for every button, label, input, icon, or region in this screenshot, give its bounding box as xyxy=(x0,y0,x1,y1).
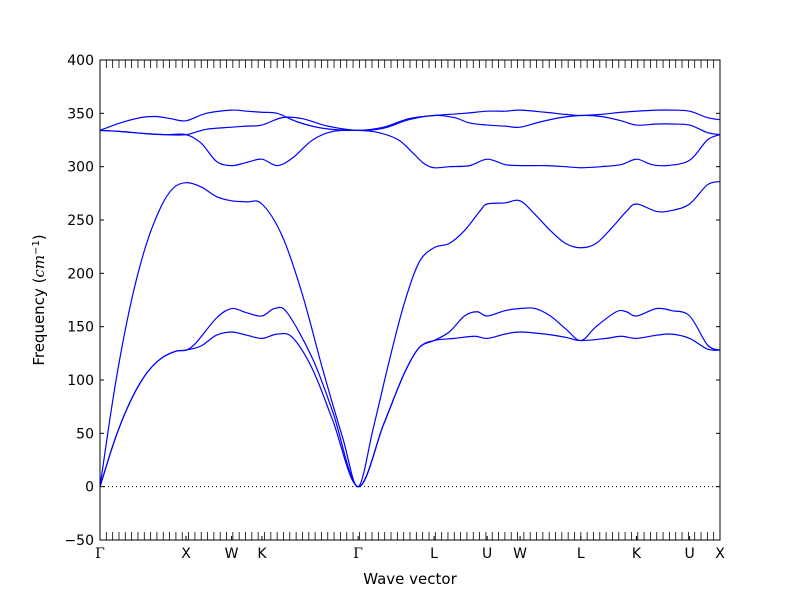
band-line-6 xyxy=(99,109,721,132)
y-axis-label-text: Frequency ( xyxy=(30,278,48,366)
y-axis-label-close: ) xyxy=(30,234,48,240)
band-line-1 xyxy=(99,331,721,488)
x-tick-label-11: U xyxy=(685,546,695,562)
y-tick-label: 200 xyxy=(67,266,94,282)
y-axis-label: Frequency (cm−1) xyxy=(30,234,48,365)
ticks-layer: −50 0 50 100 150 200 250 300 350 400 Γ X W K Γ L U W L K U X xyxy=(64,53,725,562)
y-tick-label: 350 xyxy=(67,106,94,122)
x-tick-label-4: K xyxy=(257,546,267,562)
y-tick-label: 100 xyxy=(67,373,94,389)
band-line-3 xyxy=(99,181,721,488)
y-axis-label-unit: cm xyxy=(30,255,48,278)
y-tick-label: 150 xyxy=(67,320,94,336)
y-tick-label: −50 xyxy=(64,533,94,549)
x-tick-label-8: W xyxy=(513,546,527,562)
band-line-2 xyxy=(99,306,721,488)
x-tick-label-1: Γ xyxy=(95,546,105,562)
y-tick-label: 50 xyxy=(76,426,94,442)
band-line-4 xyxy=(99,129,721,169)
x-tick-label-10: K xyxy=(632,546,642,562)
x-tick-label-7: U xyxy=(482,546,492,562)
y-tick-label: 0 xyxy=(85,480,94,496)
plot-frame xyxy=(99,59,721,541)
x-tick-label-3: W xyxy=(225,546,239,562)
x-tick-label-9: L xyxy=(577,546,585,562)
x-tick-label-2: X xyxy=(181,546,191,562)
x-tick-label-12: X xyxy=(715,546,725,562)
y-tick-label: 300 xyxy=(67,160,94,176)
y-tick-label: 250 xyxy=(67,213,94,229)
y-axis-label-exponent: −1 xyxy=(31,240,42,255)
x-axis-label: Wave vector xyxy=(363,570,457,588)
series-layer xyxy=(99,109,721,488)
band-line-5 xyxy=(99,114,721,136)
y-tick-label: 400 xyxy=(67,53,94,69)
x-tick-label-5: Γ xyxy=(353,546,363,562)
x-tick-label-6: L xyxy=(430,546,438,562)
